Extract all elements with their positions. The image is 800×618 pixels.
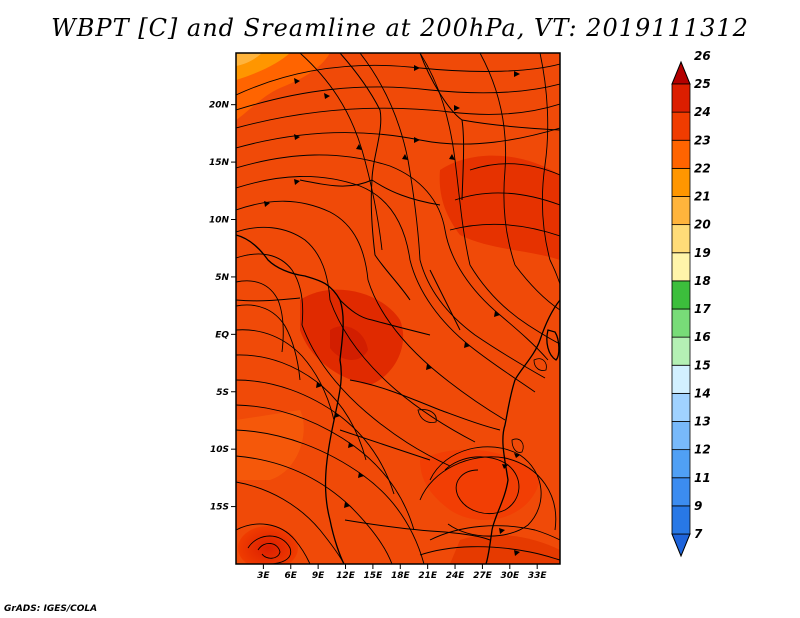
colorbar-label: 16: [694, 330, 711, 344]
colorbar-swatch: [671, 83, 691, 113]
lon-tick-label: 3E: [257, 571, 270, 581]
colorbar-label: 17: [694, 302, 711, 316]
colorbar-swatch: [671, 196, 691, 226]
colorbar-swatch: [671, 308, 691, 338]
colorbar-label: 21: [694, 190, 711, 204]
lat-tick-label: 15S: [210, 503, 229, 513]
lon-tick-label: 15E: [364, 571, 384, 581]
colorbar-label: 12: [694, 443, 711, 457]
lat-tick-label: EQ: [215, 330, 229, 340]
colorbar-swatch: [671, 252, 691, 282]
colorbar-swatch: [671, 477, 691, 507]
colorbar-label: 11: [694, 471, 711, 485]
colorbar-label: 22: [694, 161, 711, 175]
map-title: WBPT [C] and Sreamline at 200hPa, VT: 20…: [51, 14, 749, 42]
lat-tick-label: 15N: [209, 158, 230, 168]
colorbar-swatch: [671, 336, 691, 366]
coastlines: [236, 234, 560, 564]
lon-tick-label: 27E: [473, 571, 493, 581]
lat-tick-label: 5S: [216, 388, 229, 398]
colorbar-label: 7: [694, 527, 703, 541]
colorbar-label: 15: [694, 358, 711, 372]
lon-tick-label: 9E: [312, 571, 325, 581]
lat-tick-label: 10S: [210, 445, 229, 455]
lon-tick-label: 18E: [391, 571, 411, 581]
credit-label: GrADS: IGES/COLA: [4, 604, 98, 614]
wbpt-shading: [236, 53, 560, 564]
lon-tick-label: 6E: [285, 571, 298, 581]
lat-tick-label: 5N: [215, 273, 229, 283]
lon-tick-label: 21E: [418, 571, 438, 581]
colorbar-swatch: [671, 364, 691, 394]
lat-tick-label: 20N: [209, 101, 230, 111]
colorbar-swatch: [671, 449, 691, 479]
colorbar-label: 24: [694, 105, 711, 119]
colorbar-label: 25: [694, 77, 711, 91]
colorbar-swatch: [671, 167, 691, 197]
colorbar-label: 26: [694, 49, 711, 63]
lon-tick-label: 24E: [446, 571, 466, 581]
colorbar-swatch: [671, 392, 691, 422]
colorbar-swatch: [671, 139, 691, 169]
colorbar-swatch: [671, 421, 691, 451]
country-borders: [236, 53, 560, 541]
colorbar-label: 18: [694, 274, 711, 288]
lat-tick-label: 10N: [209, 216, 230, 226]
streamline-arrows: [264, 65, 520, 556]
colorbar-swatch: [671, 280, 691, 310]
colorbar-label: 19: [694, 246, 711, 260]
colorbar-label: 23: [694, 133, 711, 147]
colorbar-label: 13: [694, 415, 711, 429]
lakes: [417, 358, 547, 453]
colorbar-low-arrow: [671, 533, 691, 558]
longitude-axis: 3E 6E 9E 12E 15E 18E 21E 24E 27E 30E 33E: [257, 564, 547, 581]
latitude-axis: 20N 15N 10N 5N EQ 5S 10S 15S: [209, 101, 236, 513]
lon-tick-label: 33E: [528, 571, 548, 581]
lon-tick-label: 30E: [500, 571, 520, 581]
colorbar-label: 14: [694, 386, 711, 400]
colorbar-swatch: [671, 505, 691, 535]
plot-frame: [235, 52, 561, 565]
colorbar-swatch: [671, 111, 691, 141]
colorbar-swatch: [671, 224, 691, 254]
colorbar-label: 20: [694, 218, 711, 232]
colorbar-label: 9: [694, 499, 702, 513]
colorbar: 7 9 11 12 13 14 15 16 17 18 19 20 21 22 23 24 25 26: [671, 49, 711, 558]
lon-tick-label: 12E: [336, 571, 356, 581]
colorbar-high-arrow: [671, 60, 691, 85]
